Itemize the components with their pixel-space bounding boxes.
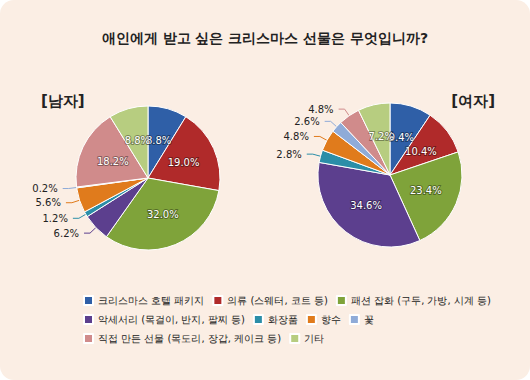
svg-text:악세서리 (목걸이, 반지, 팔찌 등): 악세서리 (목걸이, 반지, 팔찌 등) bbox=[98, 314, 245, 325]
svg-text:9.4%: 9.4% bbox=[388, 132, 415, 144]
svg-text:10.4%: 10.4% bbox=[405, 146, 437, 157]
svg-text:의류 (스웨터, 코트 등): 의류 (스웨터, 코트 등) bbox=[227, 295, 328, 306]
svg-text:5.6%: 5.6% bbox=[36, 197, 61, 208]
svg-text:4.8%: 4.8% bbox=[283, 131, 308, 142]
svg-text:크리스마스 호텔 패키지: 크리스마스 호텔 패키지 bbox=[98, 295, 204, 306]
svg-text:[여자]: [여자] bbox=[451, 92, 495, 110]
svg-text:7.2%: 7.2% bbox=[369, 131, 394, 142]
svg-text:2.6%: 2.6% bbox=[294, 116, 319, 127]
svg-text:패션 잡화 (구두, 가방, 시계 등): 패션 잡화 (구두, 가방, 시계 등) bbox=[351, 295, 491, 306]
svg-text:0.2%: 0.2% bbox=[32, 183, 57, 194]
svg-text:32.0%: 32.0% bbox=[147, 209, 179, 220]
svg-text:꽃: 꽃 bbox=[364, 314, 374, 325]
svg-text:8.8%: 8.8% bbox=[125, 135, 150, 146]
svg-text:직접 만든 선물 (목도리, 장갑, 케이크 등): 직접 만든 선물 (목도리, 장갑, 케이크 등) bbox=[98, 333, 281, 344]
svg-text:2.8%: 2.8% bbox=[276, 149, 301, 160]
svg-text:34.6%: 34.6% bbox=[350, 200, 382, 211]
svg-text:4.8%: 4.8% bbox=[308, 104, 333, 115]
svg-text:향수: 향수 bbox=[321, 314, 341, 325]
svg-text:23.4%: 23.4% bbox=[410, 185, 442, 196]
svg-text:8.8%: 8.8% bbox=[145, 135, 172, 146]
svg-text:[남자]: [남자] bbox=[41, 92, 85, 110]
svg-text:18.2%: 18.2% bbox=[97, 156, 129, 167]
svg-text:애인에게 받고 싶은 크리스마스 선물은 무엇입니까?: 애인에게 받고 싶은 크리스마스 선물은 무엇입니까? bbox=[102, 30, 429, 46]
svg-text:기타: 기타 bbox=[304, 333, 324, 344]
svg-text:19.0%: 19.0% bbox=[168, 157, 200, 168]
svg-text:화장품: 화장품 bbox=[268, 314, 298, 325]
svg-text:6.2%: 6.2% bbox=[54, 228, 79, 239]
svg-text:1.2%: 1.2% bbox=[42, 213, 67, 224]
